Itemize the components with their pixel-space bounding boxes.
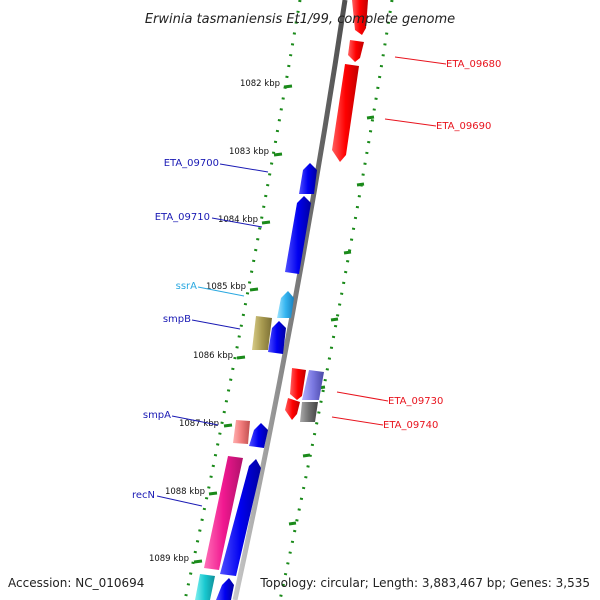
gene-labels: ETA_09680 ETA_09690 ETA_09700 ETA_09710 … — [132, 59, 501, 501]
gene-arrow-smpb-olive[interactable] — [252, 316, 272, 350]
scale-label-1087: 1087 kbp — [179, 419, 219, 429]
gene-label-smpb[interactable]: smpB — [163, 314, 191, 325]
scale-label-1083: 1083 kbp — [229, 147, 269, 157]
gene-label-eta-09740[interactable]: ETA_09740 — [383, 420, 438, 431]
gene-label-eta-09700[interactable]: ETA_09700 — [164, 158, 219, 169]
gene-arrow-smpa-salmon[interactable] — [233, 420, 250, 444]
accession-text: Accession: NC_010694 — [8, 576, 144, 590]
scale-labels: 1082 kbp 1083 kbp 1084 kbp 1085 kbp 1086… — [149, 79, 280, 564]
gene-arrow-eta-09670[interactable] — [352, 0, 368, 35]
gene-arrow-blue-bottom[interactable] — [216, 578, 234, 600]
gene-arrow-eta-09730b[interactable] — [285, 398, 300, 420]
scale-label-1089: 1089 kbp — [149, 554, 189, 564]
genome-backbone — [232, 0, 348, 600]
scale-ticks — [193, 84, 375, 564]
gene-arrow-smpb[interactable] — [268, 321, 286, 354]
gene-label-eta-09690[interactable]: ETA_09690 — [436, 121, 491, 132]
gene-label-recn[interactable]: recN — [132, 490, 155, 501]
gene-arrow-recn-pink[interactable] — [204, 456, 243, 570]
scale-label-1085: 1085 kbp — [206, 282, 246, 292]
gene-arrow-recn[interactable] — [220, 459, 261, 576]
gene-arrow-eta-09740b[interactable] — [300, 402, 318, 422]
scale-label-1086: 1086 kbp — [193, 351, 233, 361]
gene-arrow-cyan[interactable] — [195, 574, 215, 600]
scale-label-1088: 1088 kbp — [165, 487, 205, 497]
gene-arrow-eta-09700[interactable] — [299, 163, 317, 194]
gene-arrow-eta-09680[interactable] — [348, 40, 364, 62]
gene-label-eta-09680[interactable]: ETA_09680 — [446, 59, 501, 70]
gene-arrow-ssra[interactable] — [277, 291, 294, 318]
map-title: Erwinia tasmaniensis Et1/99, complete ge… — [145, 12, 455, 27]
scale-label-1082: 1082 kbp — [240, 79, 280, 89]
genome-summary-text: Topology: circular; Length: 3,883,467 bp… — [259, 576, 590, 590]
forward-genes — [285, 0, 368, 422]
gene-arrow-eta-09710[interactable] — [285, 196, 311, 274]
reverse-genes — [195, 163, 317, 600]
label-leaders — [156, 56, 447, 507]
gene-arrow-eta-09730[interactable] — [290, 368, 306, 400]
gene-arrow-eta-09690[interactable] — [332, 64, 359, 162]
gene-arrow-smpa[interactable] — [249, 423, 268, 448]
scale-label-1084: 1084 kbp — [218, 215, 258, 225]
gene-label-eta-09710[interactable]: ETA_09710 — [155, 212, 210, 223]
gene-label-smpa[interactable]: smpA — [143, 410, 171, 421]
gene-label-eta-09730[interactable]: ETA_09730 — [388, 396, 443, 407]
gene-arrow-eta-09740[interactable] — [302, 370, 324, 400]
gene-label-ssra[interactable]: ssrA — [176, 281, 198, 292]
